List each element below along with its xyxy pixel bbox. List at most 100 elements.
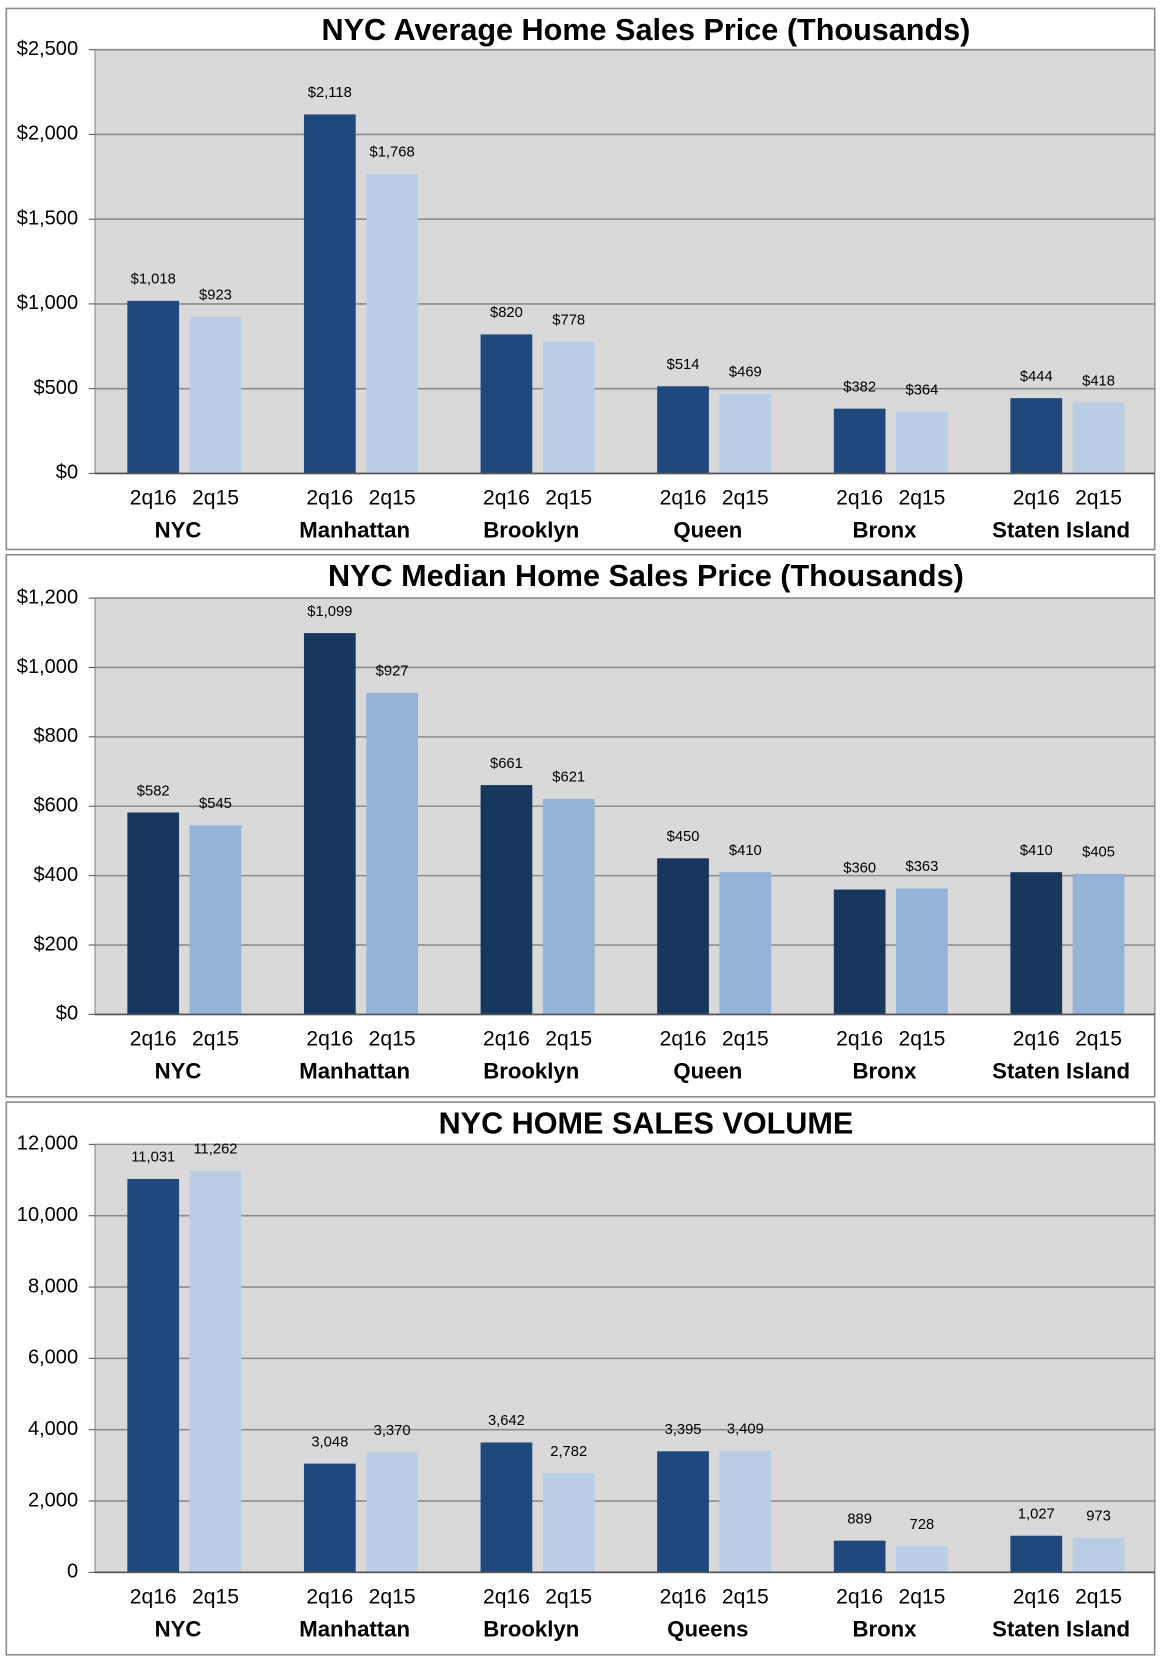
bar	[1072, 402, 1125, 474]
data-label: $410	[729, 843, 762, 859]
chart-title: NYC HOME SALES VOLUME	[439, 1106, 854, 1140]
series-label: 2q16	[1013, 486, 1060, 509]
bar	[1072, 1537, 1125, 1573]
category-label: Manhattan	[299, 1058, 410, 1083]
category-label: Bronx	[852, 517, 917, 542]
data-label: 728	[910, 1517, 935, 1533]
bar	[657, 386, 709, 474]
data-label: $418	[1082, 373, 1115, 389]
series-label: 2q16	[483, 486, 530, 509]
series-label: 2q15	[369, 486, 416, 509]
data-label: $450	[667, 829, 700, 845]
series-label: 2q15	[898, 1027, 945, 1050]
bar	[1072, 873, 1125, 1015]
data-label: 973	[1086, 1508, 1111, 1524]
bar	[657, 1451, 709, 1573]
series-label: 2q15	[545, 486, 592, 509]
series-label: 2q16	[483, 1585, 530, 1608]
y-tick-label: $1,000	[17, 292, 78, 314]
data-label: $405	[1082, 845, 1115, 861]
category-label: Queen	[673, 1058, 742, 1083]
bar	[366, 173, 418, 474]
data-label: 2,782	[550, 1444, 587, 1460]
data-label: $363	[906, 859, 939, 875]
bar	[189, 316, 242, 474]
category-label: Brooklyn	[483, 1616, 579, 1641]
data-label: $410	[1020, 843, 1053, 859]
data-label: $820	[490, 305, 523, 321]
data-label: 3,642	[488, 1413, 525, 1429]
bar	[896, 888, 948, 1015]
data-label: $514	[667, 357, 700, 373]
y-tick-label: $500	[34, 377, 79, 399]
data-label: $469	[729, 365, 762, 381]
series-label: 2q15	[898, 486, 945, 509]
series-label: 2q16	[660, 1027, 707, 1050]
series-label: 2q16	[483, 1027, 530, 1050]
series-label: 2q16	[836, 1585, 883, 1608]
series-label: 2q15	[545, 1585, 592, 1608]
category-label: NYC	[155, 1058, 202, 1083]
bar	[719, 393, 772, 474]
y-tick-label: 6,000	[28, 1347, 78, 1369]
series-label: 2q15	[192, 1585, 239, 1608]
bar	[896, 1546, 948, 1573]
category-label: Brooklyn	[483, 517, 579, 542]
series-label: 2q16	[130, 1027, 177, 1050]
series-label: 2q15	[722, 486, 769, 509]
series-label: 2q16	[306, 486, 353, 509]
bar	[303, 1463, 356, 1573]
series-label: 2q16	[306, 1027, 353, 1050]
bar	[480, 785, 533, 1015]
series-label: 2q16	[130, 1585, 177, 1608]
series-label: 2q16	[836, 486, 883, 509]
data-label: $1,099	[307, 604, 352, 620]
bar	[719, 1450, 772, 1573]
data-label: 3,048	[311, 1434, 348, 1450]
category-label: Staten Island	[992, 517, 1130, 542]
plot-area	[94, 49, 1156, 474]
category-label: Bronx	[852, 1058, 917, 1083]
data-label: $382	[843, 379, 876, 395]
data-label: $360	[843, 860, 876, 876]
bar	[542, 1473, 595, 1573]
bar	[833, 889, 886, 1015]
category-label: NYC	[155, 517, 202, 542]
y-tick-label: $200	[34, 933, 79, 955]
category-label: Staten Island	[992, 1058, 1130, 1083]
series-label: 2q16	[1013, 1027, 1060, 1050]
bar	[480, 334, 533, 474]
series-label: 2q16	[836, 1027, 883, 1050]
data-label: $927	[376, 664, 409, 680]
category-label: NYC	[155, 1616, 202, 1641]
category-label: Staten Island	[992, 1616, 1130, 1641]
category-label: Queen	[673, 517, 742, 542]
data-label: 3,370	[374, 1423, 411, 1439]
data-label: $582	[137, 783, 170, 799]
category-label: Manhattan	[299, 517, 410, 542]
data-label: $778	[552, 312, 585, 328]
y-tick-label: $0	[56, 1003, 78, 1025]
chart-title: NYC Median Home Sales Price (Thousands)	[328, 559, 964, 593]
bar	[833, 1540, 886, 1573]
series-label: 2q15	[192, 1027, 239, 1050]
series-label: 2q15	[1075, 486, 1122, 509]
bar	[657, 858, 709, 1015]
y-tick-label: $400	[34, 864, 79, 886]
bar	[366, 1452, 418, 1573]
series-label: 2q15	[545, 1027, 592, 1050]
y-tick-label: 12,000	[17, 1133, 78, 1155]
data-label: $545	[199, 796, 232, 812]
category-label: Queens	[667, 1616, 748, 1641]
y-tick-label: $1,000	[17, 656, 78, 678]
category-label: Bronx	[852, 1616, 917, 1641]
bar	[1010, 1535, 1063, 1573]
y-tick-label: $600	[34, 795, 79, 817]
data-label: $1,018	[131, 272, 176, 288]
series-label: 2q16	[130, 486, 177, 509]
bar	[189, 825, 242, 1015]
y-tick-label: $2,000	[17, 123, 78, 145]
bar	[896, 411, 948, 474]
series-label: 2q15	[192, 486, 239, 509]
